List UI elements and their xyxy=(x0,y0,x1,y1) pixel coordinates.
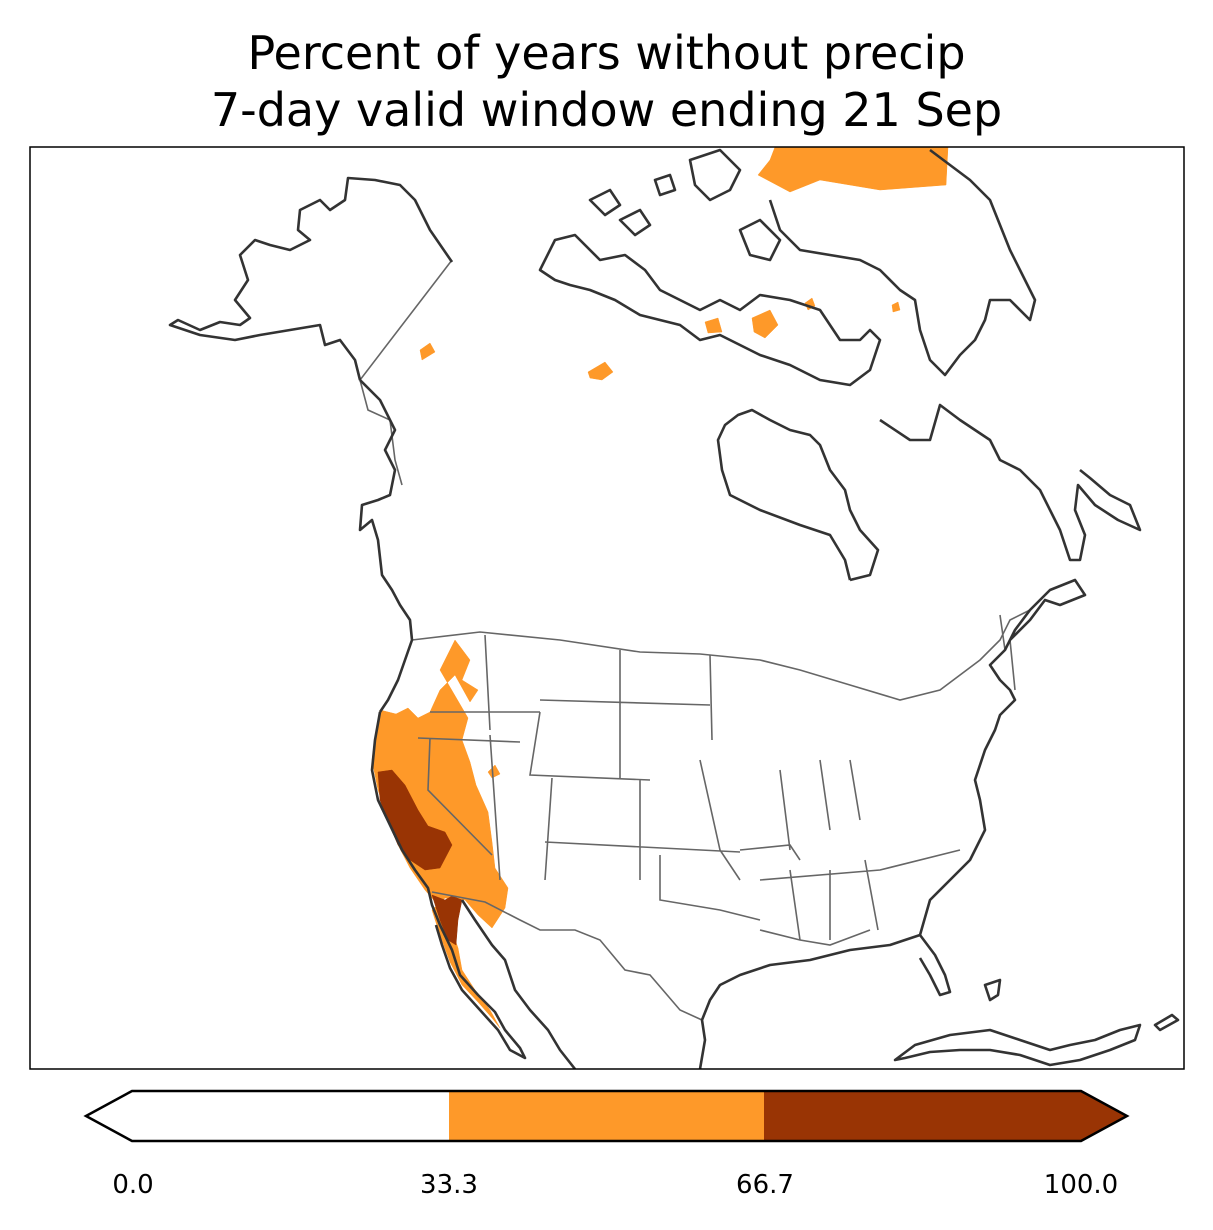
map-area xyxy=(168,147,1180,1069)
canada-arctic-medium-region-4 xyxy=(751,309,779,339)
us-mexico-border xyxy=(431,891,703,1021)
pacific-coast-north xyxy=(358,379,414,713)
gulf-of-california-coast xyxy=(460,899,577,1069)
canada-arctic-medium-region-3 xyxy=(704,317,723,334)
alaska-canada-border xyxy=(359,259,453,486)
colorbar-segment-low xyxy=(86,1091,449,1141)
map-title-line-2: 7-day valid window ending 21 Sep xyxy=(210,83,1003,137)
canada-provincial-lines xyxy=(999,614,1016,691)
colorbar: 0.0 33.3 66.7 100.0 xyxy=(83,1089,1130,1200)
us-state-lines xyxy=(417,634,961,946)
map-title-line-1: Percent of years without precip xyxy=(247,26,966,80)
colorbar-tick-label: 100.0 xyxy=(1044,1170,1118,1200)
colorbar-tick-label: 66.7 xyxy=(736,1170,794,1200)
greenland-medium-region xyxy=(757,147,949,193)
coastlines xyxy=(168,148,1180,1069)
arctic-islands-north xyxy=(588,148,782,262)
colorbar-outline xyxy=(83,1089,1130,1143)
canada-arctic-medium-region-2 xyxy=(587,361,614,381)
pacific-coast-south xyxy=(370,711,527,1060)
alaska-coast xyxy=(168,176,454,381)
colorbar-tick-label: 33.3 xyxy=(420,1170,478,1200)
caribbean-islands xyxy=(893,978,1180,1067)
greenland-coast xyxy=(768,148,1037,377)
labrador-coast xyxy=(879,403,1142,562)
mexico-gulf-coast xyxy=(698,933,952,1069)
baja-high-region xyxy=(431,894,463,946)
colorbar-tick-label: 0.0 xyxy=(112,1170,153,1200)
map-frame xyxy=(29,146,1185,1070)
colorbar-segment-medium xyxy=(449,1091,764,1141)
atlantic-coast xyxy=(918,578,1087,936)
us-canada-border xyxy=(411,609,1031,701)
idaho-medium-spot xyxy=(487,764,501,779)
canada-arctic-medium-region-1 xyxy=(419,342,436,361)
colorbar-segment-high xyxy=(764,1091,1127,1141)
political-borders xyxy=(359,259,1031,1021)
arctic-archipelago-coast xyxy=(538,233,882,387)
hudson-bay-coast xyxy=(716,408,880,582)
canada-arctic-medium-region-6 xyxy=(891,301,901,313)
